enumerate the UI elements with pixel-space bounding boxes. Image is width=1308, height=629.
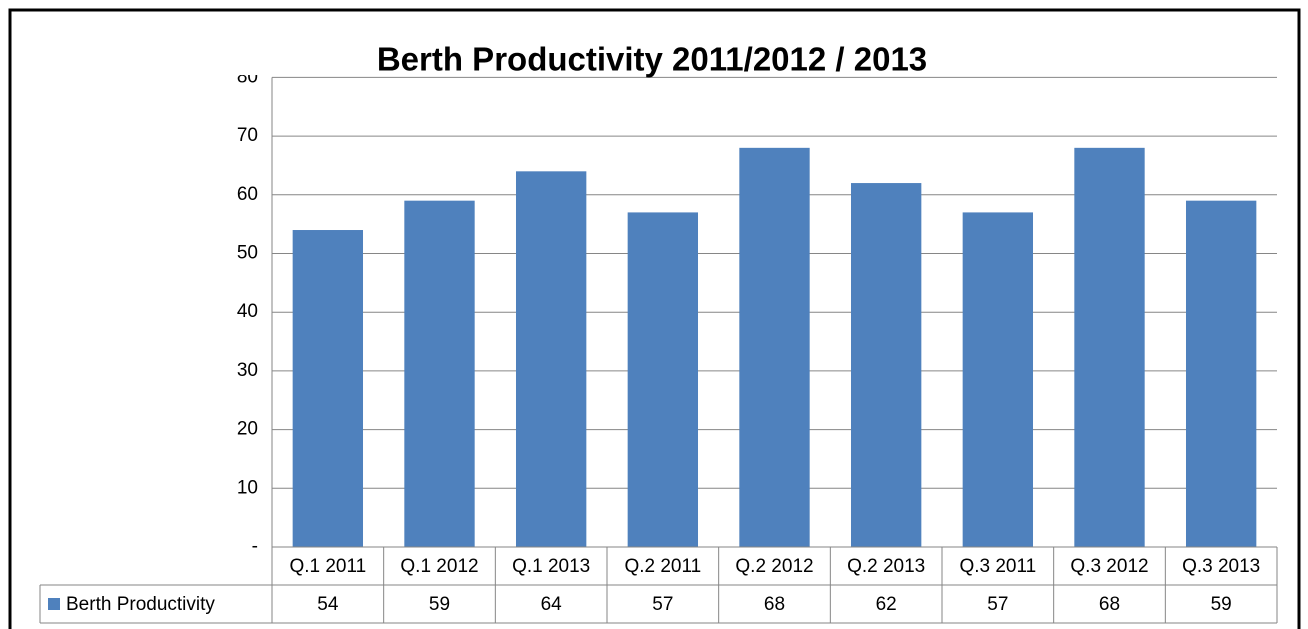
bar — [627, 212, 699, 547]
data-table-value: 59 — [429, 594, 450, 615]
y-tick-label: 70 — [237, 125, 258, 146]
x-tick-label: Q.1 2013 — [512, 556, 590, 577]
y-tick-label: 20 — [237, 419, 258, 440]
bar — [515, 171, 587, 547]
chart-title: Berth Productivity 2011/2012 / 2013 — [377, 41, 927, 78]
data-table-value: 68 — [764, 594, 785, 615]
title-background — [215, 28, 1218, 75]
y-tick-label: 10 — [237, 477, 258, 498]
y-tick-label: 40 — [237, 301, 258, 322]
legend-label: Berth Productivity — [66, 594, 215, 615]
bar — [1074, 147, 1145, 547]
y-tick-label: - — [252, 536, 258, 557]
x-tick-label: Q.2 2011 — [624, 556, 701, 577]
x-tick-label: Q.1 2012 — [400, 556, 478, 577]
y-tick-label: 50 — [237, 243, 258, 264]
data-table-value: 62 — [876, 594, 897, 615]
legend-key — [48, 598, 60, 610]
bar — [739, 147, 810, 547]
data-table-value: 59 — [1211, 594, 1232, 615]
x-tick-label: Q.2 2013 — [847, 556, 925, 577]
chart-border — [8, 8, 1301, 629]
x-tick-label: Q.3 2011 — [959, 556, 1036, 577]
x-tick-label: Q.3 2013 — [1182, 556, 1260, 577]
data-table-value: 68 — [1099, 594, 1120, 615]
bar — [292, 230, 364, 547]
x-tick-label: Q.1 2011 — [289, 556, 366, 577]
bar — [850, 183, 922, 547]
x-tick-label: Q.3 2012 — [1070, 556, 1148, 577]
data-table-value: 64 — [541, 594, 563, 615]
y-tick-label: 60 — [237, 184, 258, 205]
bar — [404, 200, 475, 548]
data-table-value: 57 — [987, 594, 1008, 615]
bar — [962, 212, 1034, 547]
x-tick-label: Q.2 2012 — [735, 556, 813, 577]
data-table-value: 54 — [317, 594, 339, 615]
bar — [1185, 200, 1257, 548]
data-table-value: 57 — [652, 594, 673, 615]
y-tick-label: 30 — [237, 360, 258, 381]
